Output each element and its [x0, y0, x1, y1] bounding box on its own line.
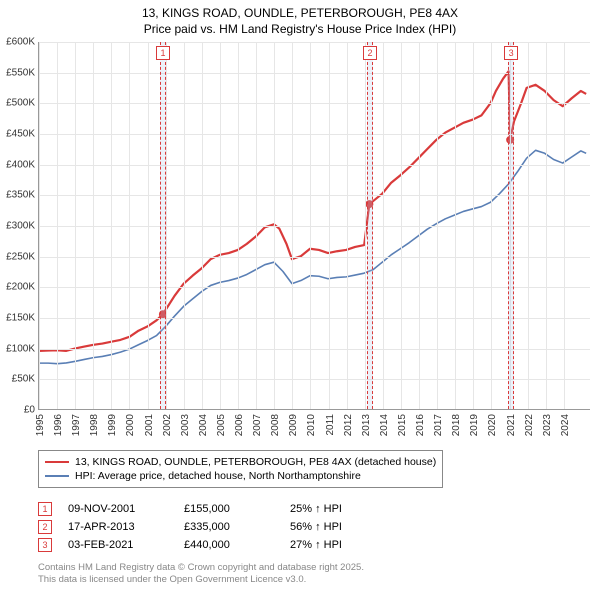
y-tick-label: £250K	[0, 251, 35, 262]
x-tick-label: 2013	[361, 414, 372, 436]
x-tick-label: 2012	[343, 414, 354, 436]
sales-row-marker: 1	[38, 502, 52, 516]
x-tick-label: 2009	[288, 414, 299, 436]
x-tick-label: 2022	[524, 414, 535, 436]
x-tick-label: 2018	[451, 414, 462, 436]
y-tick-label: £0	[0, 405, 35, 416]
sales-row-date: 03-FEB-2021	[68, 539, 168, 551]
sales-row-marker: 2	[38, 520, 52, 534]
series-property	[39, 71, 586, 351]
legend-swatch-hpi	[45, 475, 69, 477]
x-tick-label: 2015	[397, 414, 408, 436]
sales-row-date: 09-NOV-2001	[68, 503, 168, 515]
x-tick-label: 2014	[379, 414, 390, 436]
sales-table: 1 09-NOV-2001 £155,000 25% ↑ HPI 2 17-APR-201…	[38, 500, 380, 554]
x-tick-label: 2016	[415, 414, 426, 436]
y-tick-label: £350K	[0, 190, 35, 201]
y-tick-label: £150K	[0, 313, 35, 324]
legend-swatch-property	[45, 461, 69, 463]
x-tick-label: 2007	[252, 414, 263, 436]
sale-marker: 2	[363, 46, 377, 60]
footer-line-2: This data is licensed under the Open Gov…	[38, 574, 364, 586]
x-tick-label: 2003	[180, 414, 191, 436]
x-tick-label: 2023	[542, 414, 553, 436]
x-tick-label: 2006	[234, 414, 245, 436]
x-tick-label: 1995	[35, 414, 46, 436]
x-tick-label: 2024	[560, 414, 571, 436]
x-tick-label: 2008	[270, 414, 281, 436]
y-tick-label: £50K	[0, 374, 35, 385]
sales-row-date: 17-APR-2013	[68, 521, 168, 533]
sales-row-price: £155,000	[184, 503, 274, 515]
title-line-1: 13, KINGS ROAD, OUNDLE, PETERBOROUGH, PE…	[0, 6, 600, 22]
sales-row-pct: 27% ↑ HPI	[290, 539, 380, 551]
sales-row-pct: 56% ↑ HPI	[290, 521, 380, 533]
x-tick-label: 1999	[107, 414, 118, 436]
sale-marker: 1	[156, 46, 170, 60]
x-tick-label: 2002	[162, 414, 173, 436]
sales-table-row: 2 17-APR-2013 £335,000 56% ↑ HPI	[38, 518, 380, 536]
x-tick-label: 2017	[433, 414, 444, 436]
x-tick-label: 1996	[53, 414, 64, 436]
x-tick-label: 2000	[125, 414, 136, 436]
legend-row-hpi: HPI: Average price, detached house, Nort…	[45, 469, 436, 483]
title-block: 13, KINGS ROAD, OUNDLE, PETERBOROUGH, PE…	[0, 0, 600, 37]
y-tick-label: £100K	[0, 343, 35, 354]
x-tick-label: 2004	[198, 414, 209, 436]
x-tick-label: 2021	[506, 414, 517, 436]
sale-band	[160, 42, 167, 409]
y-tick-label: £200K	[0, 282, 35, 293]
legend-label-property: 13, KINGS ROAD, OUNDLE, PETERBOROUGH, PE…	[75, 456, 436, 468]
x-tick-label: 2019	[469, 414, 480, 436]
y-tick-label: £450K	[0, 129, 35, 140]
footer-line-1: Contains HM Land Registry data © Crown c…	[38, 562, 364, 574]
sale-band	[508, 42, 515, 409]
y-tick-label: £500K	[0, 98, 35, 109]
y-tick-label: £550K	[0, 67, 35, 78]
sales-table-row: 3 03-FEB-2021 £440,000 27% ↑ HPI	[38, 536, 380, 554]
x-tick-label: 2010	[306, 414, 317, 436]
sale-band	[367, 42, 374, 409]
title-line-2: Price paid vs. HM Land Registry's House …	[0, 22, 600, 38]
footer-attribution: Contains HM Land Registry data © Crown c…	[38, 562, 364, 586]
x-tick-label: 2005	[216, 414, 227, 436]
y-tick-label: £600K	[0, 37, 35, 48]
legend-row-property: 13, KINGS ROAD, OUNDLE, PETERBOROUGH, PE…	[45, 455, 436, 469]
chart-container: 13, KINGS ROAD, OUNDLE, PETERBOROUGH, PE…	[0, 0, 600, 590]
sales-row-price: £440,000	[184, 539, 274, 551]
x-tick-label: 2001	[144, 414, 155, 436]
x-tick-label: 2020	[487, 414, 498, 436]
x-tick-label: 1998	[89, 414, 100, 436]
sales-row-pct: 25% ↑ HPI	[290, 503, 380, 515]
legend-label-hpi: HPI: Average price, detached house, Nort…	[75, 470, 361, 482]
sales-row-price: £335,000	[184, 521, 274, 533]
y-tick-label: £400K	[0, 159, 35, 170]
sales-table-row: 1 09-NOV-2001 £155,000 25% ↑ HPI	[38, 500, 380, 518]
chart-plot-area: 1 2 3	[38, 42, 590, 410]
sale-marker: 3	[504, 46, 518, 60]
legend-box: 13, KINGS ROAD, OUNDLE, PETERBOROUGH, PE…	[38, 450, 443, 488]
y-tick-label: £300K	[0, 221, 35, 232]
x-tick-label: 1997	[71, 414, 82, 436]
sales-row-marker: 3	[38, 538, 52, 552]
x-tick-label: 2011	[325, 414, 336, 436]
